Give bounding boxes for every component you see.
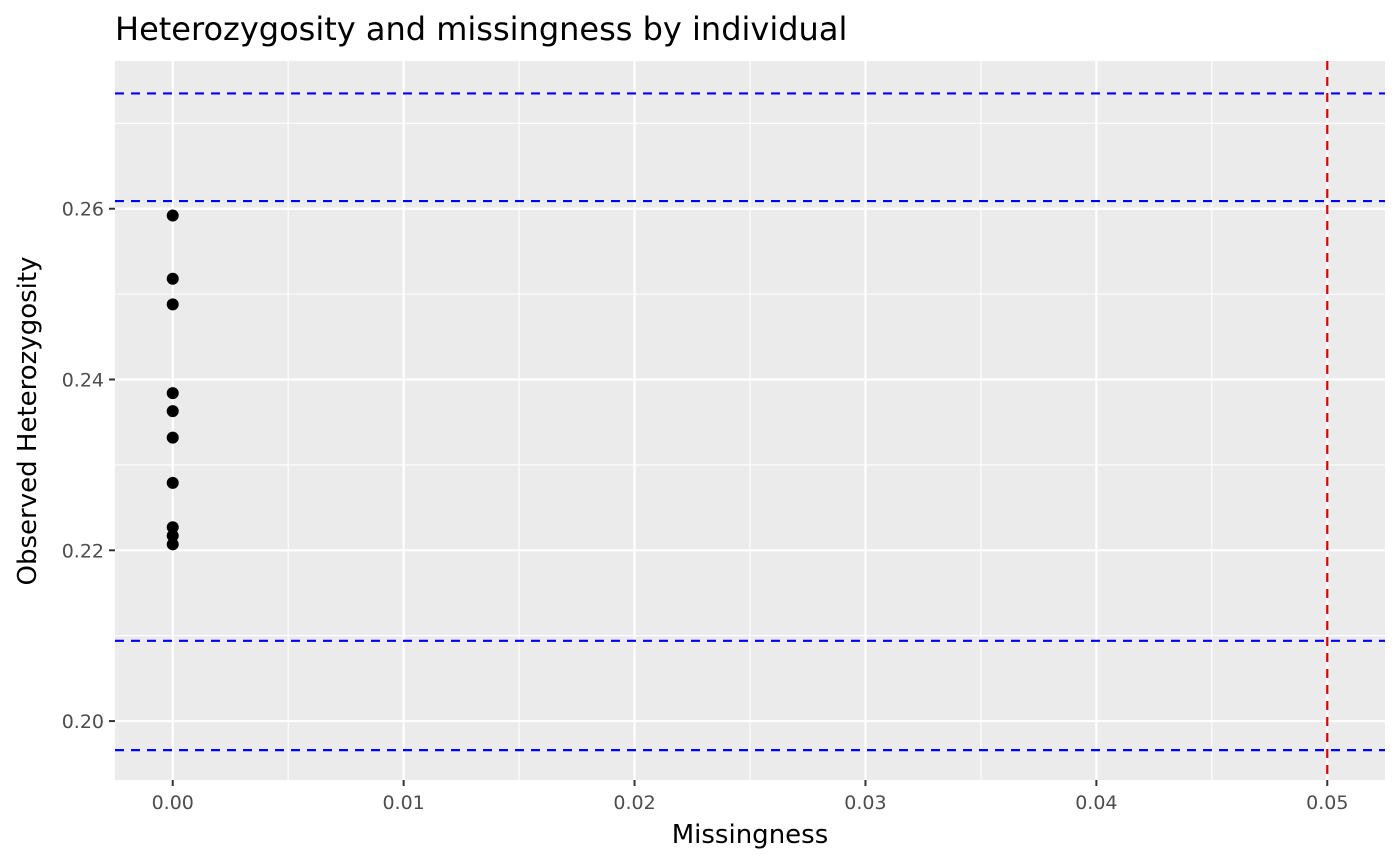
data-point [166, 272, 179, 285]
y-tick-label: 0.20 [62, 711, 104, 733]
x-tick-label: 0.02 [613, 792, 655, 814]
data-point [166, 529, 179, 542]
chart-title: Heterozygosity and missingness by indivi… [115, 10, 847, 48]
data-point [166, 521, 179, 534]
x-tick-label: 0.00 [152, 792, 194, 814]
x-axis-title: Missingness [672, 820, 829, 850]
data-point [166, 405, 179, 418]
y-axis: 0.20 0.22 0.24 0.26 [62, 199, 115, 733]
data-point [166, 298, 179, 311]
x-tick-label: 0.05 [1306, 792, 1348, 814]
y-tick-label: 0.26 [62, 199, 104, 221]
y-tick-label: 0.24 [62, 370, 104, 392]
data-point [166, 431, 179, 444]
x-axis: 0.00 0.01 0.02 0.03 0.04 0.05 [152, 780, 1348, 814]
reference-lines [115, 61, 1385, 780]
y-axis-title: Observed Heterozygosity [13, 257, 43, 586]
data-point [166, 387, 179, 400]
data-point [166, 538, 179, 551]
data-point [166, 476, 179, 489]
data-point [166, 209, 179, 222]
minor-gridlines [115, 61, 1385, 780]
x-tick-label: 0.03 [844, 792, 886, 814]
data-points [166, 209, 179, 551]
y-tick-label: 0.22 [62, 540, 104, 562]
x-tick-label: 0.04 [1075, 792, 1117, 814]
x-tick-label: 0.01 [382, 792, 424, 814]
